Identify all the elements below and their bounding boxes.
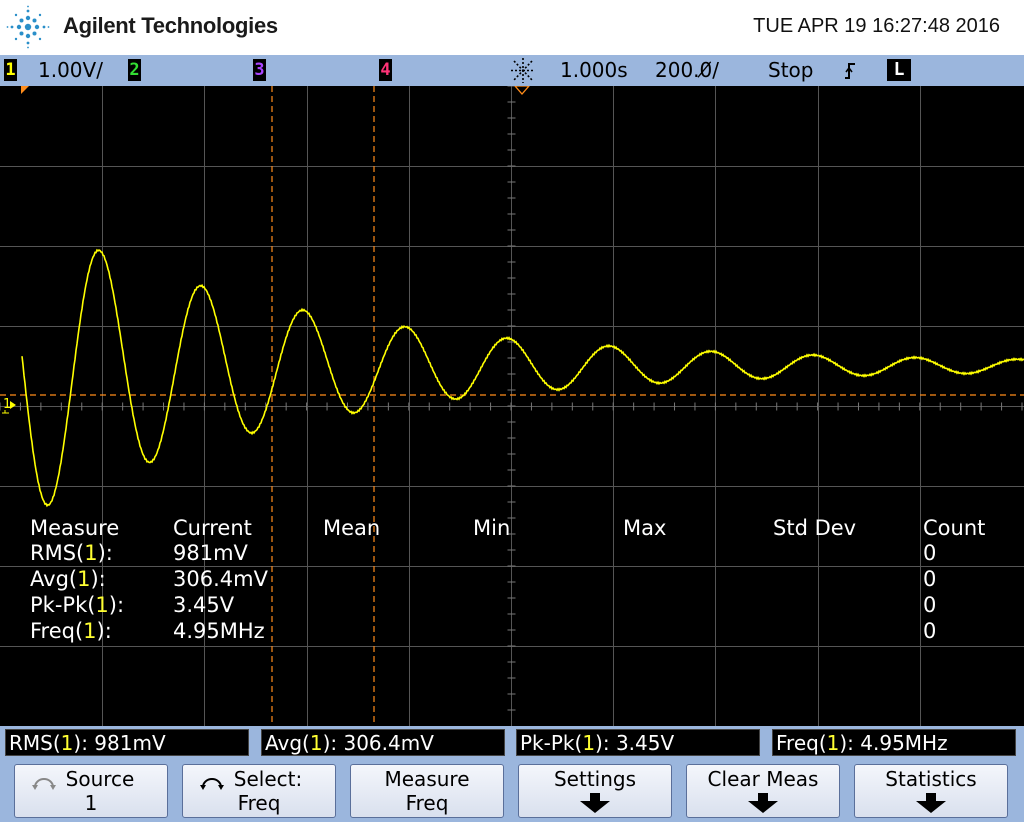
row-channel: 1: [83, 619, 97, 643]
qm-name: RMS(: [9, 731, 61, 755]
waveform-display[interactable]: 1 Measure Current Mean Min Max Std Dev C…: [0, 86, 1024, 726]
graticule: [0, 86, 1024, 726]
brand-name: Agilent Technologies: [63, 13, 278, 38]
qm-name: Freq(: [776, 731, 827, 755]
qm-channel: 1: [582, 731, 596, 755]
softkey-measure-label: Measure: [384, 767, 470, 791]
qm-channel: 1: [309, 731, 323, 755]
channel-4-badge[interactable]: 4: [379, 59, 392, 81]
header-measure: Measure: [30, 516, 120, 540]
softkey-settings[interactable]: Settings: [518, 764, 672, 818]
trigger-rising-edge-icon[interactable]: [843, 61, 857, 81]
left-marker-icon: [21, 86, 29, 94]
row-close: ):: [90, 567, 106, 591]
header-std-dev: Std Dev: [773, 516, 857, 540]
header-min: Min: [473, 516, 511, 540]
softkey-source-value: 1: [84, 791, 98, 815]
run-state: Stop: [768, 58, 814, 82]
row-name: Avg(: [30, 567, 78, 591]
row-current: 4.95MHz: [173, 619, 265, 643]
qm-value: ): 3.45V: [595, 731, 675, 755]
status-bar: 1 1.00V/ 2 3 4 1.000s 200.0̸/ Stop L: [0, 55, 1024, 87]
channel-1-trace: [21, 248, 1024, 508]
time-delay[interactable]: 1.000s: [560, 58, 628, 82]
time-reference-icon: [511, 58, 535, 83]
trigger-mode-badge[interactable]: L: [887, 59, 911, 81]
softkey-clear-meas[interactable]: Clear Meas: [686, 764, 840, 818]
quick-measure-bar: RMS(1): 981mV Avg(1): 306.4mV Pk-Pk(1): …: [0, 726, 1024, 762]
softkey-statistics[interactable]: Statistics: [854, 764, 1008, 818]
row-close: ):: [108, 593, 125, 617]
row-channel: 1: [77, 567, 91, 591]
row-count: 0: [923, 619, 937, 643]
row-count: 0: [923, 541, 937, 565]
header: Agilent Technologies TUE APR 19 16:27:48…: [0, 0, 1024, 55]
arrow-down-icon: [916, 793, 946, 813]
header-max: Max: [623, 516, 667, 540]
ground-marker[interactable]: 1: [1, 397, 17, 415]
time-scale[interactable]: 200.0̸/: [655, 58, 719, 82]
row-close: ):: [96, 619, 112, 643]
agilent-spark-logo-icon: [6, 5, 50, 49]
channel-3-badge[interactable]: 3: [253, 59, 266, 81]
softkey-select-label: Select:: [233, 767, 303, 791]
row-channel: 1: [84, 541, 98, 565]
softkey-source-label: Source: [65, 767, 135, 791]
quick-meas-freq[interactable]: Freq(1): 4.95MHz: [772, 729, 1016, 756]
row-current: 981mV: [173, 541, 248, 565]
header-count: Count: [923, 516, 986, 540]
ground-marker-label: 1: [3, 397, 12, 412]
row-name: Pk-Pk(: [30, 593, 96, 617]
qm-channel: 1: [60, 731, 74, 755]
row-close: ):: [97, 541, 113, 565]
row-channel: 1: [95, 593, 109, 617]
row-count: 0: [923, 567, 937, 591]
qm-channel: 1: [826, 731, 840, 755]
softkey-bar: Source 1 Select: Freq Measure Freq Setti…: [0, 762, 1024, 822]
softkey-source[interactable]: Source 1: [14, 764, 168, 818]
trigger-position-marker-icon[interactable]: [514, 86, 530, 95]
softkey-settings-label: Settings: [553, 767, 637, 791]
knob-icon: [200, 778, 224, 790]
row-name: Freq(: [30, 619, 84, 643]
date-time: TUE APR 19 16:27:48 2016: [753, 15, 1000, 37]
arrow-down-icon: [748, 793, 778, 813]
quick-meas-avg[interactable]: Avg(1): 306.4mV: [261, 729, 505, 756]
softkey-statistics-label: Statistics: [885, 767, 977, 791]
softkey-measure-value: Freq: [405, 791, 449, 815]
row-count: 0: [923, 593, 937, 617]
header-mean: Mean: [323, 516, 381, 540]
qm-name: Avg(: [265, 731, 310, 755]
ground-arrow-icon: [2, 401, 16, 414]
softkey-measure[interactable]: Measure Freq: [350, 764, 504, 818]
row-current: 306.4mV: [173, 567, 268, 591]
channel-1-scale[interactable]: 1.00V/: [38, 58, 103, 82]
row-current: 3.45V: [173, 593, 235, 617]
header-current: Current: [173, 516, 252, 540]
softkey-select-value: Freq: [237, 791, 281, 815]
qm-value: ): 4.95MHz: [839, 731, 948, 755]
qm-value: ): 981mV: [73, 731, 166, 755]
row-name: RMS(: [30, 541, 85, 565]
qm-value: ): 306.4mV: [322, 731, 434, 755]
channel-1-badge[interactable]: 1: [4, 59, 17, 81]
qm-name: Pk-Pk(: [520, 731, 583, 755]
softkey-clear-meas-label: Clear Meas: [707, 767, 819, 791]
quick-meas-pkpk[interactable]: Pk-Pk(1): 3.45V: [516, 729, 760, 756]
quick-meas-rms[interactable]: RMS(1): 981mV: [5, 729, 249, 756]
softkey-select[interactable]: Select: Freq: [182, 764, 336, 818]
arrow-down-icon: [580, 793, 610, 813]
channel-2-badge[interactable]: 2: [128, 59, 141, 81]
knob-icon: [32, 778, 56, 790]
